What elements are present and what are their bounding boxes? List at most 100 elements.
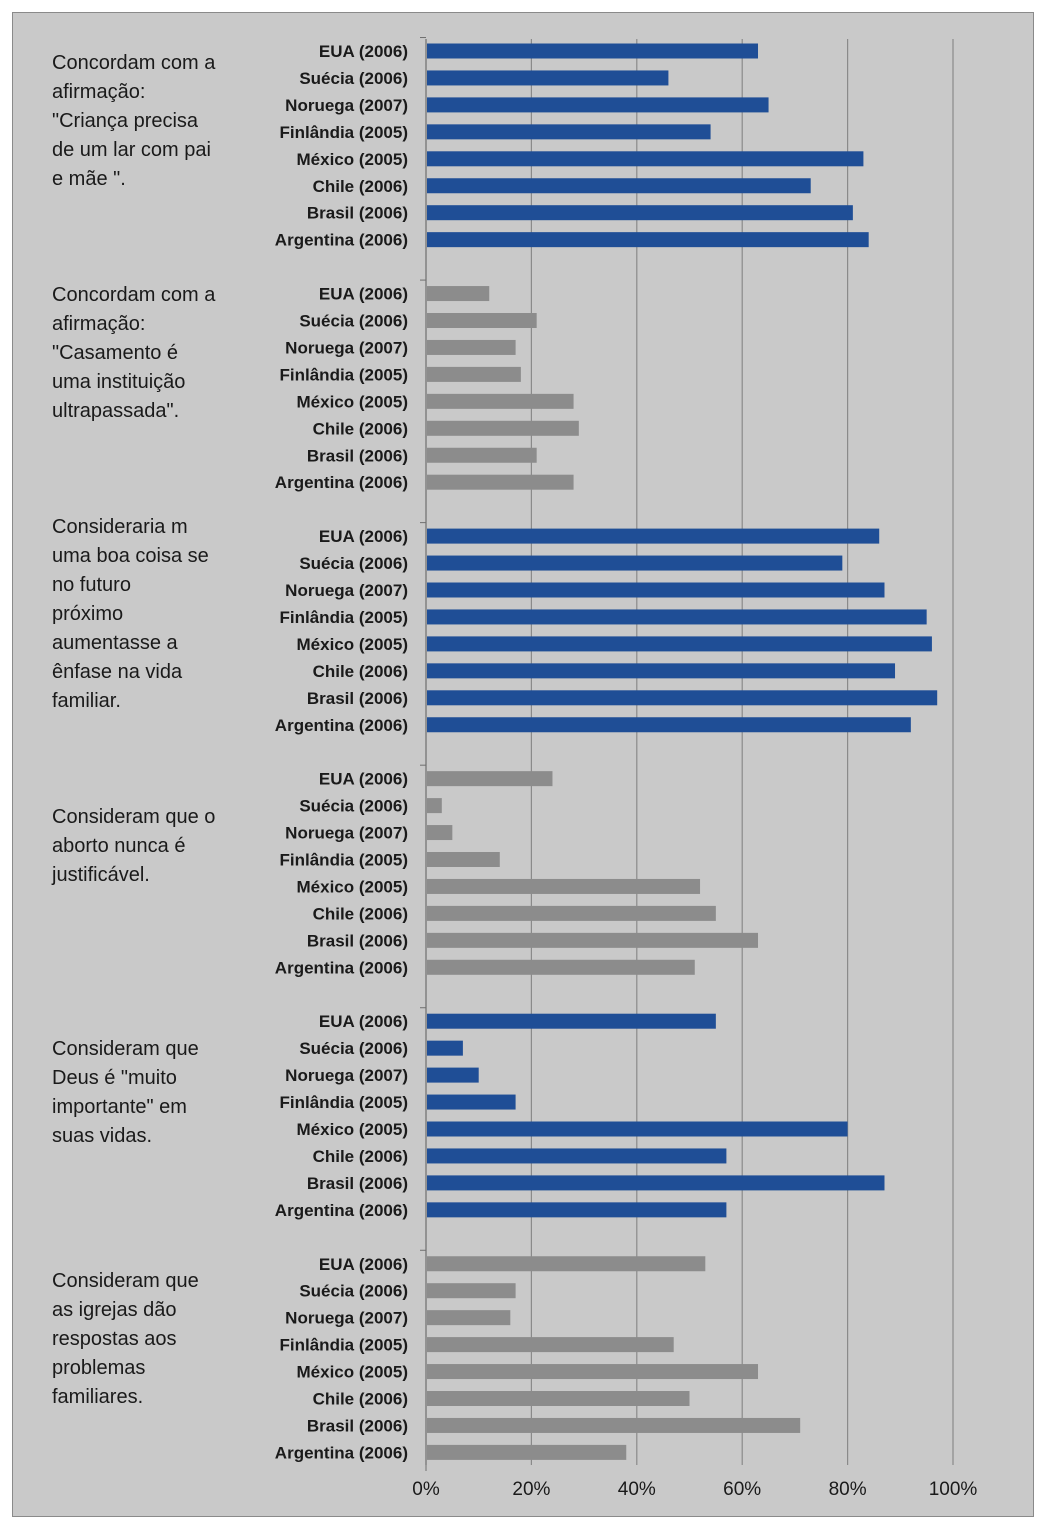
x-tick-label: 80% — [829, 1479, 867, 1500]
bar-chart: EUA (2006) Suécia (2006) Noruega (2007) Fin… — [275, 37, 978, 1500]
bar — [427, 286, 490, 302]
bar — [427, 1040, 463, 1056]
bar — [427, 151, 864, 167]
bar — [427, 1283, 516, 1299]
bar — [427, 798, 442, 814]
bar — [427, 1417, 801, 1433]
category-label: Suécia (2006) — [299, 312, 408, 331]
category-label: Noruega (2007) — [285, 581, 408, 600]
bar — [427, 528, 880, 544]
group-description: Consideram que Deus é "muito importante"… — [52, 1038, 199, 1147]
chart-frame: EUA (2006) Suécia (2006) Noruega (2007) Fin… — [12, 12, 1034, 1517]
category-label: EUA (2006) — [319, 527, 408, 546]
bar — [427, 393, 574, 409]
bar — [427, 555, 843, 571]
category-label: Suécia (2006) — [299, 1039, 408, 1058]
bar — [427, 1121, 848, 1137]
category-label: Suécia (2006) — [299, 1282, 408, 1301]
category-label: México (2005) — [297, 150, 409, 169]
bar — [427, 178, 811, 194]
bar — [427, 690, 938, 706]
bar — [427, 1364, 759, 1380]
category-label: Noruega (2007) — [285, 824, 408, 843]
category-label: EUA (2006) — [319, 42, 408, 61]
bar — [427, 1337, 674, 1353]
bar — [427, 932, 759, 948]
bar — [427, 1391, 690, 1406]
category-label: Finlândia (2005) — [280, 365, 408, 384]
bar — [427, 663, 896, 679]
bar — [427, 852, 500, 867]
bar — [427, 1148, 727, 1164]
category-label: Chile (2006) — [313, 904, 408, 923]
bar — [427, 420, 579, 436]
bar — [427, 1094, 516, 1110]
category-label: Finlândia (2005) — [280, 1336, 408, 1355]
bar — [427, 339, 516, 355]
bar — [427, 1256, 706, 1272]
category-label: Noruega (2007) — [285, 96, 408, 115]
x-tick-label: 60% — [723, 1479, 761, 1500]
bar — [427, 366, 521, 382]
bar — [427, 609, 927, 625]
category-label: Brasil (2006) — [307, 204, 408, 223]
bar — [427, 1175, 885, 1191]
category-label: EUA (2006) — [319, 1255, 408, 1274]
group-description: Consideram que as igrejas dão respostas … — [52, 1270, 199, 1408]
category-label: Noruega (2007) — [285, 1309, 408, 1328]
category-label: Argentina (2006) — [275, 1201, 408, 1220]
bar — [427, 825, 453, 841]
bar — [427, 1202, 727, 1218]
category-label: Brasil (2006) — [307, 1416, 408, 1435]
category-label: Brasil (2006) — [307, 1174, 408, 1193]
bar — [427, 313, 537, 328]
bar — [427, 447, 537, 463]
category-label: México (2005) — [297, 1120, 409, 1139]
category-label: Chile (2006) — [313, 1390, 408, 1409]
category-label: Chile (2006) — [313, 419, 408, 438]
category-label: Suécia (2006) — [299, 69, 408, 88]
category-label: Suécia (2006) — [299, 797, 408, 816]
category-label: EUA (2006) — [319, 770, 408, 789]
category-label: Noruega (2007) — [285, 1066, 408, 1085]
group-description: Consideraria m uma boa coisa se no futur… — [52, 516, 209, 712]
group-description: Consideram que o aborto nunca é justific… — [52, 806, 216, 886]
category-label: Argentina (2006) — [275, 1443, 408, 1462]
category-label: Argentina (2006) — [275, 473, 408, 492]
bar — [427, 232, 869, 248]
x-tick-label: 40% — [618, 1479, 656, 1500]
bar — [427, 1067, 479, 1083]
category-label: EUA (2006) — [319, 285, 408, 304]
category-label: Brasil (2006) — [307, 931, 408, 950]
x-tick-label: 100% — [929, 1479, 978, 1500]
bar — [427, 905, 716, 921]
x-tick-label: 20% — [512, 1479, 550, 1500]
category-label: Argentina (2006) — [275, 231, 408, 250]
category-label: Brasil (2006) — [307, 689, 408, 708]
category-label: Finlândia (2005) — [280, 851, 408, 870]
bar — [427, 959, 695, 975]
category-label: Suécia (2006) — [299, 554, 408, 573]
category-label: EUA (2006) — [319, 1012, 408, 1031]
category-label: Chile (2006) — [313, 1147, 408, 1166]
group-description: Concordam com a afirmação: "Criança prec… — [52, 52, 216, 190]
bar — [427, 878, 701, 894]
category-label: México (2005) — [297, 635, 409, 654]
category-label: México (2005) — [297, 877, 409, 896]
bar — [427, 1444, 627, 1460]
bar — [427, 205, 853, 221]
category-label: Finlândia (2005) — [280, 123, 408, 142]
group-description: Concordam com a afirmação: "Casamento é … — [52, 284, 216, 422]
category-label: Chile (2006) — [313, 662, 408, 681]
category-label: Finlândia (2005) — [280, 1093, 408, 1112]
category-label: Brasil (2006) — [307, 446, 408, 465]
bar — [427, 717, 911, 733]
category-label: Noruega (2007) — [285, 338, 408, 357]
category-label: México (2005) — [297, 1363, 409, 1382]
category-label: México (2005) — [297, 392, 409, 411]
category-label: Argentina (2006) — [275, 958, 408, 977]
bar — [427, 771, 553, 787]
x-tick-label: 0% — [412, 1479, 440, 1500]
bar — [427, 70, 669, 86]
bar — [427, 582, 885, 598]
